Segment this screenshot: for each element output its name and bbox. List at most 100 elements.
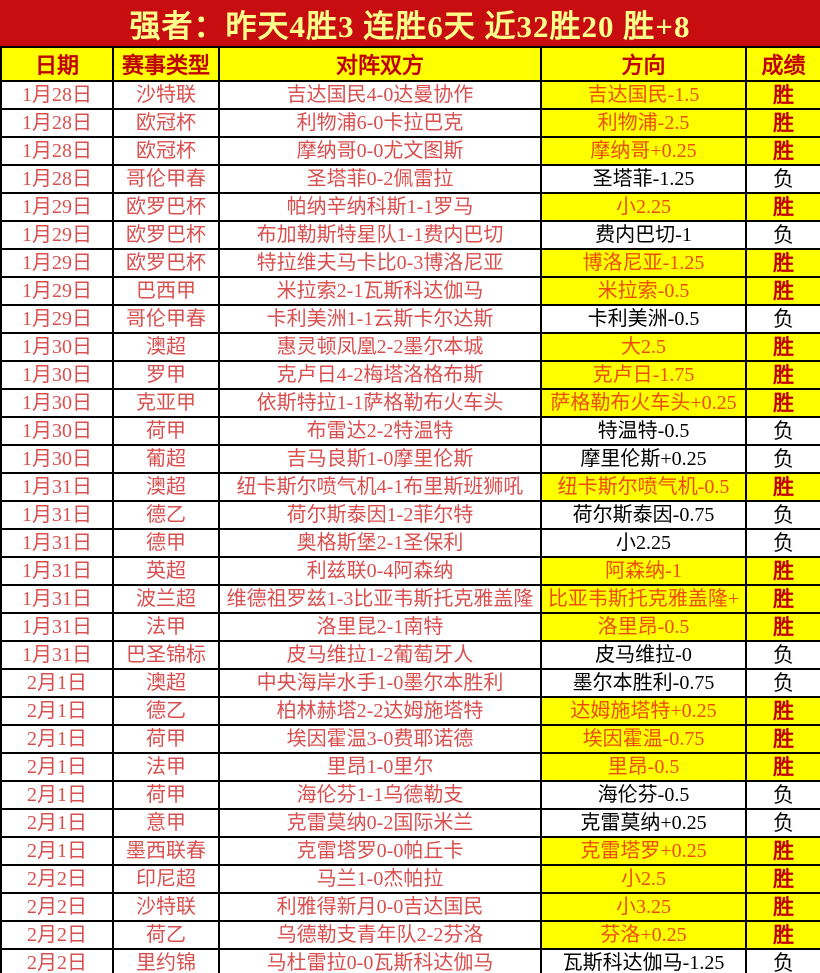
league-cell: 意甲 <box>112 808 220 838</box>
league-cell: 葡超 <box>112 444 220 474</box>
date-cell: 1月29日 <box>0 248 114 278</box>
date-cell: 1月31日 <box>0 612 114 642</box>
result-cell: 负 <box>745 948 820 973</box>
league-cell: 欧罗巴杯 <box>112 192 220 222</box>
league-cell: 英超 <box>112 556 220 586</box>
league-cell: 哥伦甲春 <box>112 164 220 194</box>
date-cell: 2月2日 <box>0 864 114 894</box>
date-cell: 2月1日 <box>0 836 114 866</box>
league-cell: 德乙 <box>112 696 220 726</box>
result-cell: 胜 <box>745 696 820 726</box>
match-cell: 海伦芬1-1乌德勒支 <box>218 780 542 810</box>
direction-cell: 摩纳哥+0.25 <box>540 136 747 166</box>
direction-cell: 小2.5 <box>540 864 747 894</box>
match-cell: 吉达国民4-0达曼协作 <box>218 80 542 110</box>
banner: 强者：昨天4胜3 连胜6天 近32胜20 胜+8 <box>0 0 820 46</box>
result-cell: 胜 <box>745 472 820 502</box>
league-cell: 印尼超 <box>112 864 220 894</box>
direction-cell: 克雷塔罗+0.25 <box>540 836 747 866</box>
league-cell: 法甲 <box>112 612 220 642</box>
date-cell: 1月28日 <box>0 164 114 194</box>
date-cell: 1月31日 <box>0 500 114 530</box>
match-cell: 米拉索2-1瓦斯科达伽马 <box>218 276 542 306</box>
match-cell: 惠灵顿凤凰2-2墨尔本城 <box>218 332 542 362</box>
result-cell: 负 <box>745 500 820 530</box>
direction-cell: 圣塔菲-1.25 <box>540 164 747 194</box>
direction-cell: 博洛尼亚-1.25 <box>540 248 747 278</box>
date-cell: 1月29日 <box>0 192 114 222</box>
table-row: 1月31日 澳超 纽卡斯尔喷气机4-1布里斯班狮吼 纽卡斯尔喷气机-0.5 胜 <box>0 472 820 502</box>
result-cell: 负 <box>745 164 820 194</box>
direction-cell: 大2.5 <box>540 332 747 362</box>
table-row: 1月28日 哥伦甲春 圣塔菲0-2佩雷拉 圣塔菲-1.25 负 <box>0 164 820 194</box>
league-cell: 墨西联春 <box>112 836 220 866</box>
date-cell: 1月30日 <box>0 416 114 446</box>
table-row: 2月2日 里约锦 马杜雷拉0-0瓦斯科达伽马 瓦斯科达伽马-1.25 负 <box>0 948 820 973</box>
result-cell: 胜 <box>745 864 820 894</box>
result-cell: 胜 <box>745 724 820 754</box>
table-row: 1月30日 荷甲 布雷达2-2特温特 特温特-0.5 负 <box>0 416 820 446</box>
league-cell: 荷甲 <box>112 416 220 446</box>
league-cell: 欧罗巴杯 <box>112 248 220 278</box>
table-row: 1月30日 克亚甲 依斯特拉1-1萨格勒布火车头 萨格勒布火车头+0.25 胜 <box>0 388 820 418</box>
match-cell: 克雷莫纳0-2国际米兰 <box>218 808 542 838</box>
table-row: 1月29日 欧罗巴杯 帕纳辛纳科斯1-1罗马 小2.25 胜 <box>0 192 820 222</box>
direction-cell: 皮马维拉-0 <box>540 640 747 670</box>
table-row: 1月31日 波兰超 维德祖罗兹1-3比亚韦斯托克雅盖隆 比亚韦斯托克雅盖隆+ 胜 <box>0 584 820 614</box>
match-cell: 荷尔斯泰因1-2菲尔特 <box>218 500 542 530</box>
match-cell: 维德祖罗兹1-3比亚韦斯托克雅盖隆 <box>218 584 542 614</box>
result-cell: 胜 <box>745 584 820 614</box>
banner-title: 强者：昨天4胜3 连胜6天 近32胜20 胜+8 <box>129 8 691 44</box>
match-cell: 里昂1-0里尔 <box>218 752 542 782</box>
result-cell: 负 <box>745 444 820 474</box>
date-cell: 2月1日 <box>0 780 114 810</box>
result-cell: 胜 <box>745 388 820 418</box>
match-cell: 奥格斯堡2-1圣保利 <box>218 528 542 558</box>
table-row: 2月1日 荷甲 海伦芬1-1乌德勒支 海伦芬-0.5 负 <box>0 780 820 810</box>
table-row: 1月29日 欧罗巴杯 布加勒斯特星队1-1费内巴切 费内巴切-1 负 <box>0 220 820 250</box>
direction-cell: 达姆施塔特+0.25 <box>540 696 747 726</box>
table-row: 2月1日 荷甲 埃因霍温3-0费耶诺德 埃因霍温-0.75 胜 <box>0 724 820 754</box>
result-cell: 胜 <box>745 836 820 866</box>
table-row: 1月30日 澳超 惠灵顿凤凰2-2墨尔本城 大2.5 胜 <box>0 332 820 362</box>
table-row: 1月30日 罗甲 克卢日4-2梅塔洛格布斯 克卢日-1.75 胜 <box>0 360 820 390</box>
result-cell: 负 <box>745 668 820 698</box>
match-cell: 摩纳哥0-0尤文图斯 <box>218 136 542 166</box>
direction-cell: 埃因霍温-0.75 <box>540 724 747 754</box>
table-row: 2月2日 印尼超 马兰1-0杰帕拉 小2.5 胜 <box>0 864 820 894</box>
column-header-league: 赛事类型 <box>112 46 220 82</box>
direction-cell: 利物浦-2.5 <box>540 108 747 138</box>
date-cell: 1月31日 <box>0 584 114 614</box>
table-row: 1月31日 法甲 洛里昆2-1南特 洛里昂-0.5 胜 <box>0 612 820 642</box>
match-cell: 纽卡斯尔喷气机4-1布里斯班狮吼 <box>218 472 542 502</box>
match-cell: 柏林赫塔2-2达姆施塔特 <box>218 696 542 726</box>
result-cell: 胜 <box>745 892 820 922</box>
direction-cell: 萨格勒布火车头+0.25 <box>540 388 747 418</box>
table-row: 2月1日 意甲 克雷莫纳0-2国际米兰 克雷莫纳+0.25 负 <box>0 808 820 838</box>
direction-cell: 荷尔斯泰因-0.75 <box>540 500 747 530</box>
match-cell: 乌德勒支青年队2-2芬洛 <box>218 920 542 950</box>
match-cell: 皮马维拉1-2葡萄牙人 <box>218 640 542 670</box>
table-row: 2月1日 墨西联春 克雷塔罗0-0帕丘卡 克雷塔罗+0.25 胜 <box>0 836 820 866</box>
column-header-date: 日期 <box>0 46 114 82</box>
league-cell: 德乙 <box>112 500 220 530</box>
direction-cell: 克卢日-1.75 <box>540 360 747 390</box>
league-cell: 澳超 <box>112 332 220 362</box>
date-cell: 1月28日 <box>0 80 114 110</box>
league-cell: 波兰超 <box>112 584 220 614</box>
direction-cell: 克雷莫纳+0.25 <box>540 808 747 838</box>
direction-cell: 海伦芬-0.5 <box>540 780 747 810</box>
league-cell: 沙特联 <box>112 892 220 922</box>
table-row: 1月31日 德乙 荷尔斯泰因1-2菲尔特 荷尔斯泰因-0.75 负 <box>0 500 820 530</box>
date-cell: 1月29日 <box>0 276 114 306</box>
direction-cell: 米拉索-0.5 <box>540 276 747 306</box>
column-header-result: 成绩 <box>745 46 820 82</box>
direction-cell: 墨尔本胜利-0.75 <box>540 668 747 698</box>
table-row: 1月30日 葡超 吉马良斯1-0摩里伦斯 摩里伦斯+0.25 负 <box>0 444 820 474</box>
match-cell: 利兹联0-4阿森纳 <box>218 556 542 586</box>
table-header-row: 日期 赛事类型 对阵双方 方向 成绩 <box>0 46 820 82</box>
date-cell: 1月28日 <box>0 108 114 138</box>
league-cell: 荷甲 <box>112 724 220 754</box>
direction-cell: 瓦斯科达伽马-1.25 <box>540 948 747 973</box>
